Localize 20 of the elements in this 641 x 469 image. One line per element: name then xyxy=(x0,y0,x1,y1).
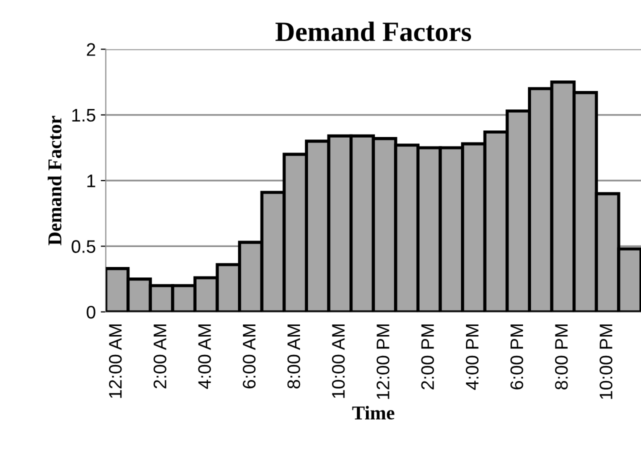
x-tick-label: 6:00 PM xyxy=(510,324,524,390)
x-tick-label: 12:00 AM xyxy=(108,324,122,398)
x-tick-label: 10:00 AM xyxy=(332,324,345,398)
y-axis-title: Demand Factor xyxy=(48,116,62,246)
y-tick-label: 1 xyxy=(87,174,96,188)
x-tick-label: 2:00 PM xyxy=(421,324,434,390)
x-tick-label: 4:00 AM xyxy=(198,324,211,389)
x-tick-label: 6:00 AM xyxy=(242,324,256,388)
x-axis-title: Time xyxy=(352,406,394,420)
x-tick-label: 8:00 AM xyxy=(287,324,300,388)
y-tick-label: 2 xyxy=(86,43,96,56)
y-tick-label: 0 xyxy=(86,306,96,319)
x-tick-label: 12:00 PM xyxy=(376,324,390,399)
chart-title: Demand Factors xyxy=(276,22,472,42)
x-tick-label: 8:00 PM xyxy=(555,324,568,390)
y-tick-label: 1.5 xyxy=(72,109,96,122)
x-tick-label: 4:00 PM xyxy=(466,324,479,390)
x-tick-label: 10:00 PM xyxy=(600,324,612,399)
y-tick-label: 0.5 xyxy=(72,240,96,253)
x-tick-label: 2:00 AM xyxy=(154,324,166,388)
